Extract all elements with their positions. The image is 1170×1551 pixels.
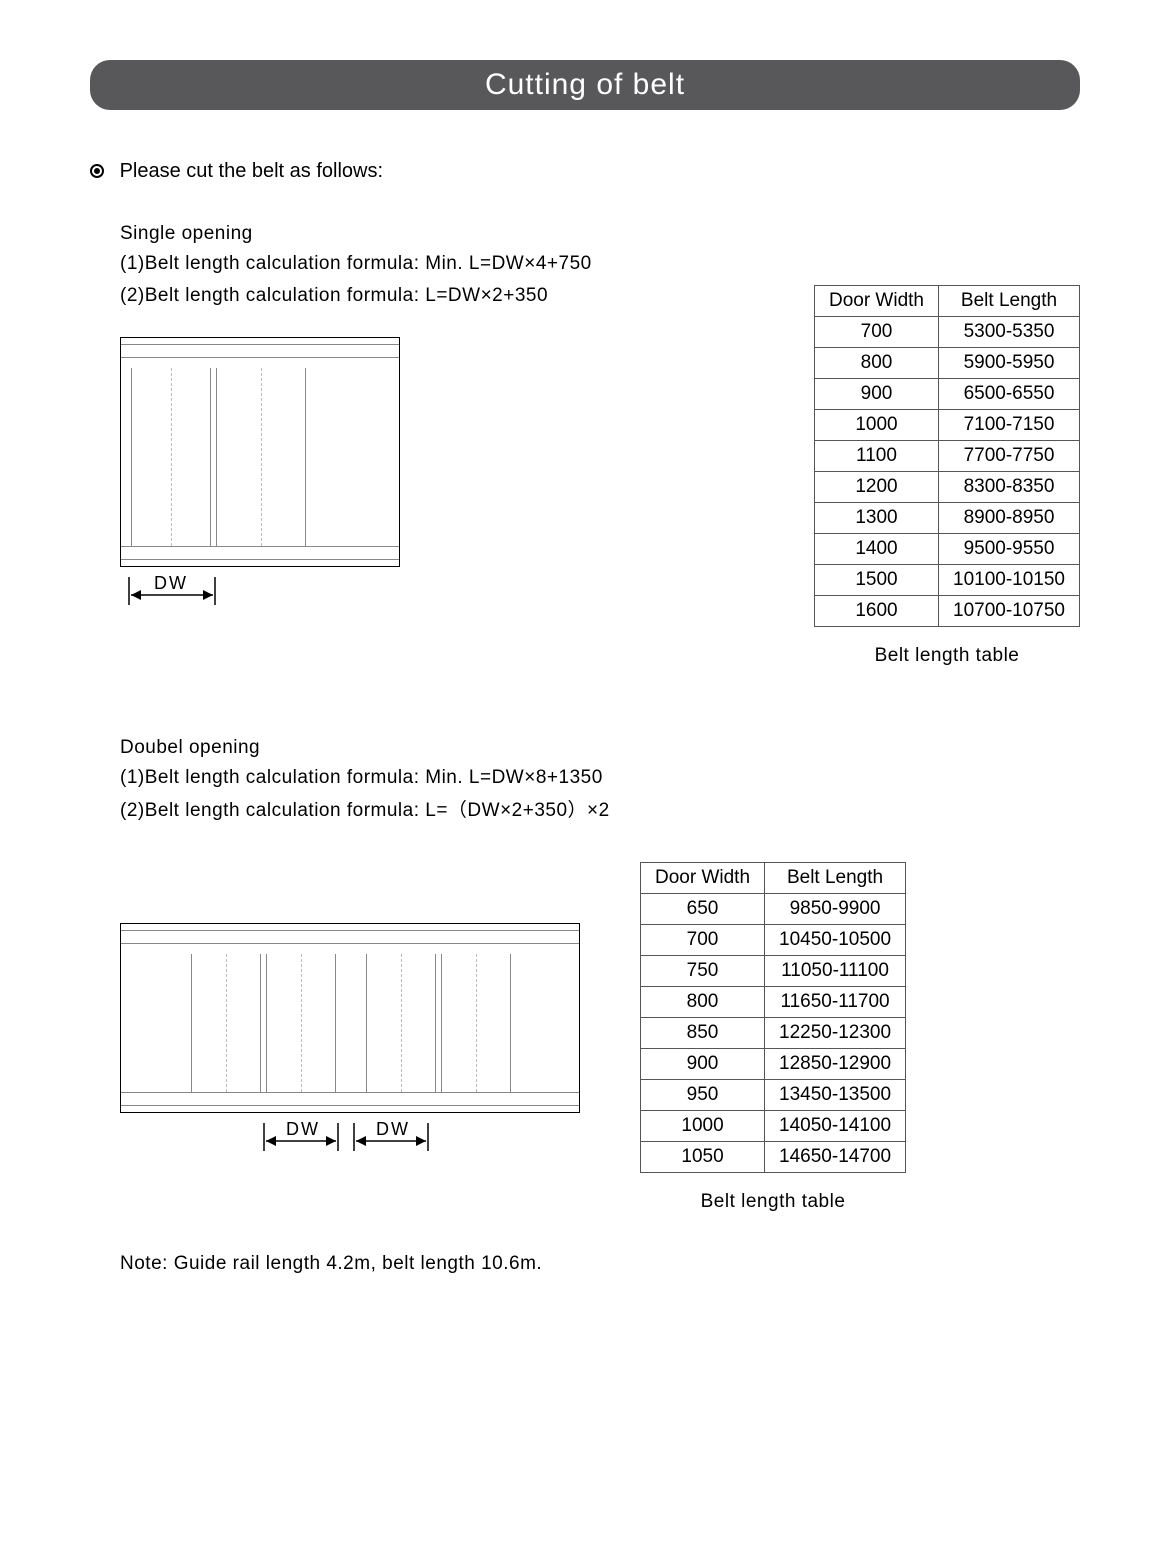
table-row: 12008300-8350 <box>814 472 1079 503</box>
table-row: 6509850-9900 <box>641 894 906 925</box>
table-cell: 1200 <box>814 472 938 503</box>
table-cell: 7700-7750 <box>939 441 1080 472</box>
table-cell: 800 <box>641 987 765 1018</box>
double-heading: Doubel opening <box>120 737 1080 759</box>
table-row: 85012250-12300 <box>641 1018 906 1049</box>
single-belt-table: Door Width Belt Length 7005300-535080059… <box>814 285 1080 627</box>
table-cell: 700 <box>641 925 765 956</box>
table-row: 11007700-7750 <box>814 441 1079 472</box>
double-door-diagram <box>120 923 580 1113</box>
table-cell: 1000 <box>641 1111 765 1142</box>
double-formula-2: (2)Belt length calculation formula: L=（D… <box>120 795 1080 822</box>
double-table-wrap: Door Width Belt Length 6509850-990070010… <box>640 862 906 1213</box>
table-row: 160010700-10750 <box>814 596 1079 627</box>
bullet-icon <box>90 164 104 178</box>
intro-label: Please cut the belt as follows: <box>120 160 383 182</box>
table-row: 105014650-14700 <box>641 1142 906 1173</box>
table-cell: 750 <box>641 956 765 987</box>
table-cell: 5900-5950 <box>939 348 1080 379</box>
single-heading: Single opening <box>120 223 1080 245</box>
table-row: 70010450-10500 <box>641 925 906 956</box>
single-table-wrap: Door Width Belt Length 7005300-535080059… <box>814 285 1080 667</box>
table-cell: 900 <box>641 1049 765 1080</box>
table-cell: 1050 <box>641 1142 765 1173</box>
table-cell: 1000 <box>814 410 938 441</box>
table-row: 13008900-8950 <box>814 503 1079 534</box>
table-row: 10007100-7150 <box>814 410 1079 441</box>
table-cell: 1400 <box>814 534 938 565</box>
table-cell: 8900-8950 <box>939 503 1080 534</box>
footer-note: Note: Guide rail length 4.2m, belt lengt… <box>120 1253 1080 1275</box>
single-dw-label: DW <box>154 573 188 594</box>
single-dw-arrow: DW <box>120 577 400 607</box>
table-cell: 8300-8350 <box>939 472 1080 503</box>
double-dw-label-1: DW <box>286 1119 320 1140</box>
table-cell: 800 <box>814 348 938 379</box>
table-cell: 7100-7150 <box>939 410 1080 441</box>
table-cell: 850 <box>641 1018 765 1049</box>
table-cell: 1300 <box>814 503 938 534</box>
table-row: 80011650-11700 <box>641 987 906 1018</box>
table-cell: 650 <box>641 894 765 925</box>
table-cell: 1100 <box>814 441 938 472</box>
table-row: 75011050-11100 <box>641 956 906 987</box>
double-dw-arrow: DW DW <box>120 1123 580 1153</box>
table-cell: 12250-12300 <box>765 1018 906 1049</box>
table-row: 150010100-10150 <box>814 565 1079 596</box>
double-formula-1: (1)Belt length calculation formula: Min.… <box>120 767 1080 789</box>
table-row: 95013450-13500 <box>641 1080 906 1111</box>
table-cell: 6500-6550 <box>939 379 1080 410</box>
table-cell: 13450-13500 <box>765 1080 906 1111</box>
double-dw-label-2: DW <box>376 1119 410 1140</box>
table-cell: 1600 <box>814 596 938 627</box>
page-title: Cutting of belt <box>90 60 1080 110</box>
table-header: Belt Length <box>939 286 1080 317</box>
table-cell: 11650-11700 <box>765 987 906 1018</box>
table-cell: 14650-14700 <box>765 1142 906 1173</box>
table-cell: 1500 <box>814 565 938 596</box>
table-cell: 10700-10750 <box>939 596 1080 627</box>
table-row: 8005900-5950 <box>814 348 1079 379</box>
table-row: 90012850-12900 <box>641 1049 906 1080</box>
table-cell: 11050-11100 <box>765 956 906 987</box>
table-cell: 9500-9550 <box>939 534 1080 565</box>
table-row: 7005300-5350 <box>814 317 1079 348</box>
table-cell: 10450-10500 <box>765 925 906 956</box>
table-cell: 900 <box>814 379 938 410</box>
single-table-caption: Belt length table <box>814 645 1080 667</box>
single-formula-2: (2)Belt length calculation formula: L=DW… <box>120 285 754 307</box>
double-belt-table: Door Width Belt Length 6509850-990070010… <box>640 862 906 1173</box>
table-header: Door Width <box>814 286 938 317</box>
single-formula-1: (1)Belt length calculation formula: Min.… <box>120 253 1080 275</box>
table-cell: 12850-12900 <box>765 1049 906 1080</box>
double-section: Doubel opening (1)Belt length calculatio… <box>120 737 1080 1213</box>
single-section: Single opening (1)Belt length calculatio… <box>120 223 1080 667</box>
table-row: 100014050-14100 <box>641 1111 906 1142</box>
table-row: 9006500-6550 <box>814 379 1079 410</box>
table-cell: 700 <box>814 317 938 348</box>
table-row: 14009500-9550 <box>814 534 1079 565</box>
table-cell: 9850-9900 <box>765 894 906 925</box>
table-header: Belt Length <box>765 863 906 894</box>
single-door-diagram <box>120 337 400 567</box>
table-cell: 14050-14100 <box>765 1111 906 1142</box>
double-table-caption: Belt length table <box>640 1191 906 1213</box>
table-cell: 950 <box>641 1080 765 1111</box>
table-header: Door Width <box>641 863 765 894</box>
table-cell: 10100-10150 <box>939 565 1080 596</box>
table-cell: 5300-5350 <box>939 317 1080 348</box>
intro-text: Please cut the belt as follows: <box>90 160 1080 183</box>
